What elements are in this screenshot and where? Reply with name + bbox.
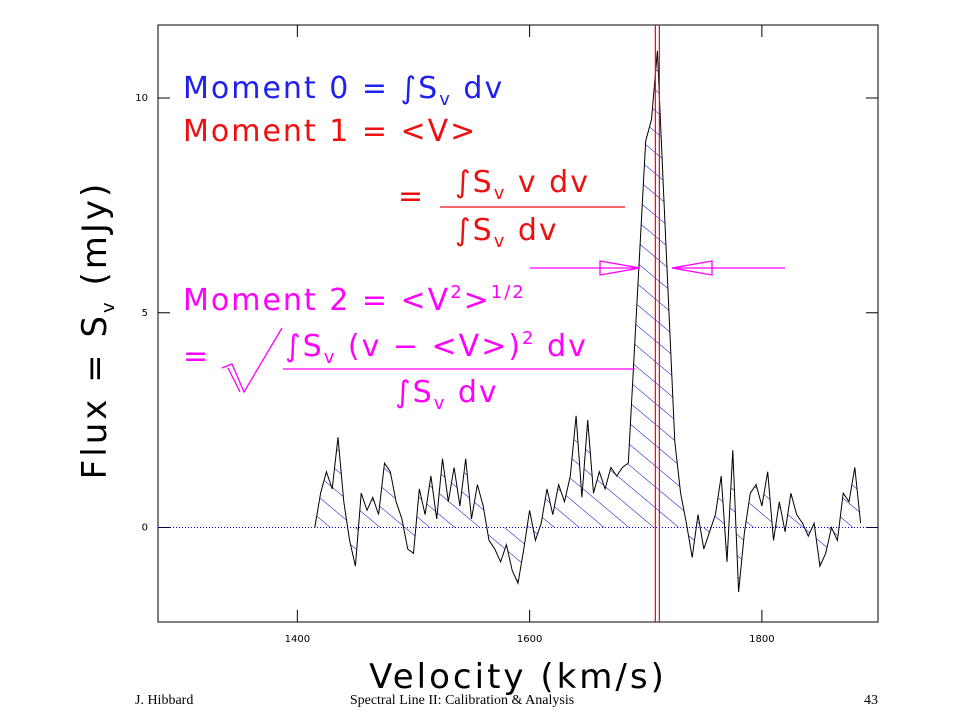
numerator: ∫Sv (v − <V>)2 dv (285, 328, 588, 368)
spectrum-line (314, 50, 862, 592)
numerator: ∫Sv v dv (455, 165, 590, 204)
text: dv (506, 213, 558, 248)
arrow-head (599, 260, 641, 276)
x-tick-label: 1400 (285, 634, 310, 645)
footer-title: Spectral Line II: Calibration & Analysis (350, 693, 574, 708)
moment1: Moment 1 = <V> (183, 114, 477, 149)
superscript: 1/2 (491, 282, 526, 303)
plot-frame (157, 24, 879, 623)
text: dv (446, 375, 498, 410)
moment2: Moment 2 = <V2>1/2 (183, 282, 526, 318)
y-tick-label: 5 (142, 308, 148, 319)
text: dv (452, 71, 504, 106)
y-tick-label: 0 (142, 523, 148, 534)
text: Moment 0 = ∫S (183, 71, 439, 106)
footer-author: J. Hibbard (135, 693, 193, 708)
subscript: v (434, 393, 447, 414)
text: dv (536, 329, 588, 364)
plot: 0 5 10 1400 1600 1800 (135, 25, 878, 645)
subscript: v (439, 89, 452, 110)
subscript: v (494, 183, 507, 204)
denominator: ∫Sv dv (455, 213, 559, 252)
text: ∫S (285, 329, 324, 364)
text: (mJy) (75, 181, 115, 300)
text: v dv (506, 165, 590, 200)
equals: = (183, 339, 210, 374)
y-axis-label: Flux = Sv (mJy) (75, 181, 119, 480)
text: ∫S (395, 375, 434, 410)
x-tick-label: 1800 (749, 634, 774, 645)
width-arrows (530, 260, 785, 276)
equals: = (398, 179, 425, 214)
subscript: v (324, 347, 337, 368)
superscript: 2 (450, 282, 463, 303)
text: Moment 2 = <V (183, 283, 450, 318)
denominator: ∫Sv dv (395, 375, 499, 414)
text: Flux = S (75, 313, 115, 479)
x-axis-label: Velocity (km/s) (369, 657, 667, 697)
text: ∫S (455, 213, 494, 248)
moment0: Moment 0 = ∫Sv dv (183, 71, 504, 110)
subscript: v (98, 299, 119, 313)
superscript: 2 (522, 328, 535, 349)
subscript: v (494, 231, 507, 252)
text: > (464, 283, 491, 318)
footer-page: 43 (864, 693, 878, 708)
sqrt-sign (221, 327, 283, 394)
arrow-head (671, 260, 713, 276)
x-tick-label: 1600 (517, 634, 542, 645)
y-tick-label: 10 (135, 93, 148, 104)
text: ∫S (455, 165, 494, 200)
sqrt-sign (227, 367, 241, 393)
hatched-area (314, 50, 861, 592)
text: (v − <V>) (336, 329, 522, 364)
